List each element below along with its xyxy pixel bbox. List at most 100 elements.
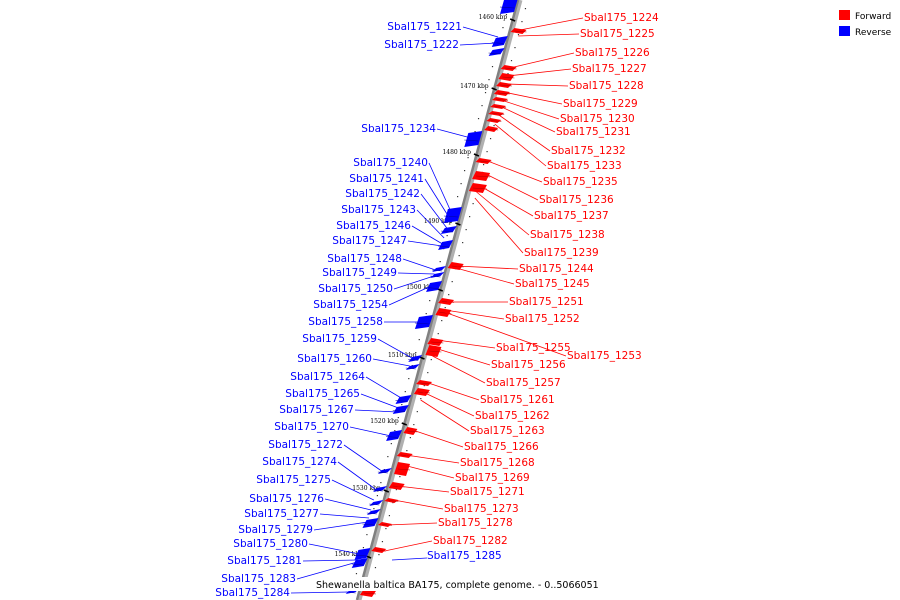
leader-line <box>432 355 486 384</box>
leader-line <box>319 513 370 519</box>
reverse-gene-label: Sbal175_1247 <box>332 235 407 247</box>
leader-line <box>324 498 372 511</box>
forward-gene-label: Sbal175_1226 <box>575 47 650 59</box>
leader-line <box>308 543 360 555</box>
spine-dot <box>362 547 365 549</box>
leader-line <box>387 522 438 526</box>
forward-gene-label: Sbal175_1278 <box>438 517 513 529</box>
leader-line <box>497 113 551 152</box>
gene-shade <box>381 524 392 526</box>
leader-line <box>462 26 499 38</box>
gene-shade <box>386 436 399 438</box>
forward-gene-label: Sbal175_1251 <box>509 296 584 308</box>
leader-line <box>455 267 515 285</box>
forward-gene-label: Sbal175_1253 <box>567 350 642 362</box>
reverse-gene <box>464 131 483 147</box>
leader-line <box>403 464 455 479</box>
reverse-gene-label: Sbal175_1222 <box>384 39 459 51</box>
forward-gene <box>413 388 430 396</box>
spine-dot <box>484 92 487 94</box>
reverse-gene-label: Sbal175_1254 <box>313 299 388 311</box>
leader-line <box>518 33 580 37</box>
spine-dot <box>448 294 450 296</box>
reverse-gene <box>500 0 518 14</box>
leader-line <box>474 197 524 254</box>
reverse-gene-label: Sbal175_1279 <box>238 524 313 536</box>
gene-shade <box>451 265 464 268</box>
spine-dot <box>395 489 397 491</box>
leader-line <box>377 338 413 359</box>
reverse-gene-label: Sbal175_1248 <box>327 253 402 265</box>
forward-gene <box>396 452 413 458</box>
spine-dot <box>441 320 443 322</box>
tick-label: 1540 kbp <box>335 551 364 558</box>
forward-gene-label: Sbal175_1262 <box>475 410 550 422</box>
leader-line <box>405 454 460 464</box>
spine-dot <box>376 495 378 497</box>
spine-dot <box>416 411 418 413</box>
gene-shade <box>432 269 443 272</box>
reverse-gene-label: Sbal175_1283 <box>221 573 296 585</box>
gene-shade <box>499 6 515 9</box>
spine-dot <box>378 554 380 556</box>
spine-dot <box>394 430 396 432</box>
spine-dot <box>390 443 392 445</box>
reverse-gene-label: Sbal175_1280 <box>233 538 308 550</box>
spine-dot <box>460 183 462 185</box>
kbp-ticks: 1460 kbp 1470 kbp 1480 kbp 1490 kbp 1500 kbp… <box>335 8 527 588</box>
leader-line <box>420 193 448 229</box>
leader-line <box>407 240 443 247</box>
leader-line <box>444 309 505 320</box>
forward-gene-label: Sbal175_1231 <box>556 126 631 138</box>
reverse-gene-label: Sbal175_1241 <box>349 173 424 185</box>
reverse-gene-label: Sbal175_1264 <box>290 371 365 383</box>
spine-dot <box>399 476 401 478</box>
leader-line <box>484 159 543 183</box>
spine-dot <box>418 339 420 341</box>
leader-line <box>422 391 475 417</box>
reverse-gene-label: Sbal175_1259 <box>302 333 377 345</box>
gene-shade <box>431 341 444 344</box>
gene-shade <box>351 563 364 566</box>
leader-line <box>372 358 410 367</box>
leader-line <box>393 275 435 290</box>
forward-gene <box>493 90 510 96</box>
leader-line <box>402 258 436 271</box>
leader-line <box>313 521 368 531</box>
spine-dot <box>465 229 467 231</box>
forward-gene <box>498 73 515 81</box>
leader-line <box>494 123 547 167</box>
spine-dot <box>430 359 432 361</box>
spine-dot <box>446 235 448 237</box>
gene-shade <box>494 106 507 108</box>
leader-line <box>507 68 572 77</box>
forward-gene-label: Sbal175_1238 <box>530 229 605 241</box>
gene-shade <box>443 215 458 218</box>
forward-gene-label: Sbal175_1236 <box>539 194 614 206</box>
spine-dot <box>444 307 446 309</box>
leader-line <box>434 347 491 366</box>
leader-line <box>505 83 569 87</box>
tick-label: 1510 kbp <box>388 352 417 359</box>
leader-line <box>337 461 377 491</box>
spine-dot <box>474 131 476 133</box>
forward-gene <box>495 82 512 88</box>
leader-line <box>349 426 392 437</box>
spine-dot <box>425 313 427 315</box>
gene-shade <box>497 92 510 95</box>
leader-line <box>393 499 444 510</box>
reverse-gene-label: Sbal175_1285 <box>427 550 502 562</box>
forward-gene-label: Sbal175_1229 <box>563 98 638 110</box>
forward-gene <box>488 111 505 116</box>
gene-shade <box>354 554 367 557</box>
leader-line <box>412 429 464 448</box>
spine-dot <box>385 528 387 530</box>
forward-gene <box>490 104 507 109</box>
leader-line <box>397 272 435 275</box>
spine-dot <box>409 437 411 439</box>
forward-gene-label: Sbal175_1255 <box>496 342 571 354</box>
gene-shade <box>502 76 515 79</box>
gene-shade <box>362 523 375 526</box>
leader-line <box>509 52 575 69</box>
